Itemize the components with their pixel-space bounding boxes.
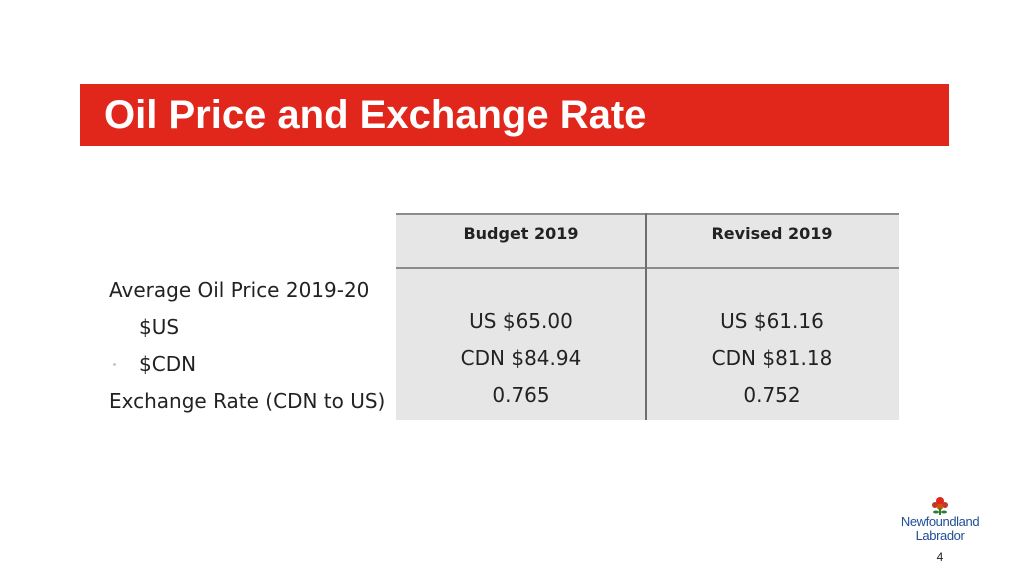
table-cell: 0.752 (743, 383, 801, 407)
table-cell: US $61.16 (720, 309, 824, 333)
page-number: 4 (936, 550, 944, 564)
logo-text-line1: Newfoundland (900, 514, 980, 529)
logo-text-line2: Labrador (915, 528, 965, 543)
slide-title: Oil Price and Exchange Rate (104, 93, 647, 137)
title-bar: Oil Price and Exchange Rate (80, 84, 949, 146)
table-cell: 0.765 (492, 383, 550, 407)
pitcher-plant-flower-icon (932, 497, 948, 515)
government-logo: Newfoundland Labrador (892, 494, 988, 546)
table-top-border (396, 213, 899, 215)
table-cell: CDN $84.94 (460, 346, 582, 370)
table-column-divider (645, 213, 647, 420)
table-column-revised: Revised 2019 US $61.16 CDN $81.18 0.752 (647, 213, 897, 420)
row-label-exchange-rate: Exchange Rate (CDN to US) (109, 389, 386, 413)
column-header: Revised 2019 (711, 224, 833, 243)
row-label-cdn: $CDN (139, 352, 197, 376)
table-header-border (396, 267, 899, 269)
column-header: Budget 2019 (463, 224, 579, 243)
row-label-us: $US (139, 315, 180, 339)
bullet-dot-icon (113, 363, 116, 366)
comparison-table: Budget 2019 US $65.00 CDN $84.94 0.765 R… (396, 213, 899, 420)
table-column-budget: Budget 2019 US $65.00 CDN $84.94 0.765 (396, 213, 646, 420)
table-cell: US $65.00 (469, 309, 573, 333)
table-cell: CDN $81.18 (711, 346, 833, 370)
row-label-average-oil-price: Average Oil Price 2019-20 (109, 278, 370, 302)
